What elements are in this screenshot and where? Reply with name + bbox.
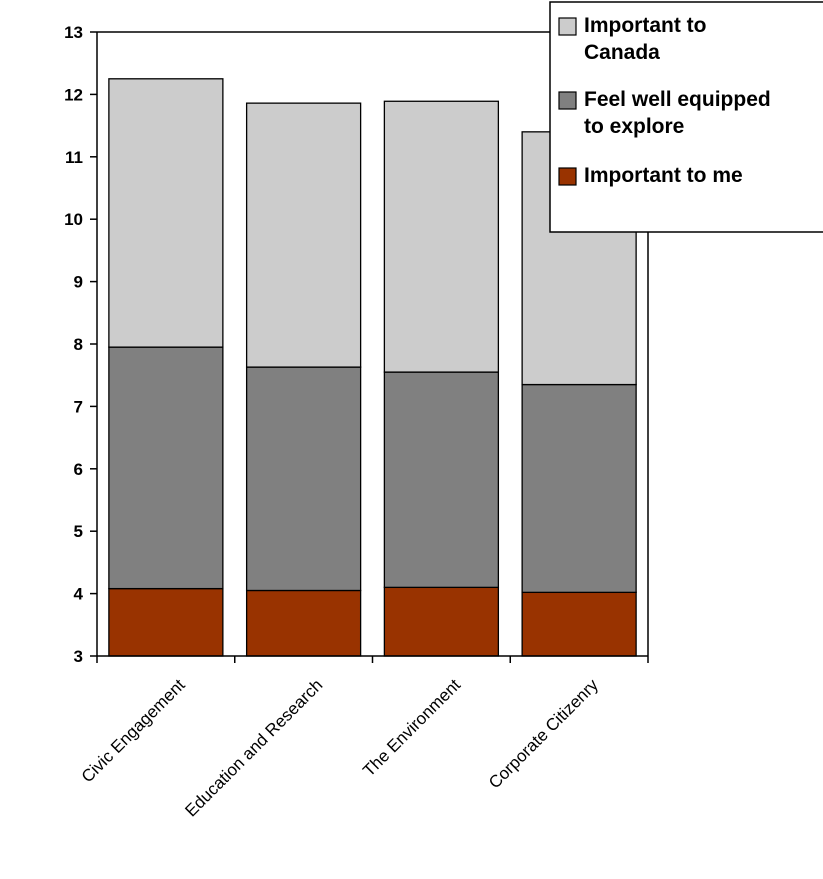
y-tick-label: 8: [74, 335, 83, 354]
bar-education-and-research-feel-well-equipped-to-explore: [245, 366, 362, 592]
bar-the-environment-important-to-me: [383, 586, 500, 657]
bar-civic-engagement-important-to-me: [108, 587, 224, 657]
x-category-label-corporate-citizenry: Corporate Citizenry: [485, 675, 602, 792]
legend-label-important-to-canada: Important to: [584, 14, 706, 37]
legend-label-important-to-me: Important to me: [584, 164, 743, 187]
x-category-label-education-and-research: Education and Research: [181, 675, 326, 820]
x-category-label-civic-engagement: Civic Engagement: [78, 675, 189, 786]
bar-civic-engagement-feel-well-equipped-to-explore: [108, 346, 224, 590]
y-tick-label: 3: [74, 647, 83, 666]
legend-label-important-to-canada: Canada: [584, 41, 660, 64]
legend-label-feel-well-equipped-to-explore: Feel well equipped: [584, 88, 771, 111]
y-tick-label: 4: [74, 585, 84, 604]
legend-label-feel-well-equipped-to-explore: to explore: [584, 115, 684, 138]
legend: Important to Canada Feel well equipped to e…: [549, 1, 823, 233]
x-category-label-the-environment: The Environment: [359, 675, 464, 780]
legend-box: [549, 1, 823, 233]
y-tick-label: 7: [74, 397, 83, 416]
bar-education-and-research-important-to-canada: [245, 102, 362, 368]
bar-the-environment-feel-well-equipped-to-explore: [383, 371, 500, 589]
bar-the-environment-important-to-canada: [383, 100, 500, 373]
y-tick-label: 11: [65, 148, 83, 167]
bar-corporate-citizenry-important-to-me: [521, 591, 637, 657]
bar-civic-engagement-important-to-canada: [108, 78, 224, 348]
bars-layer: [108, 78, 637, 657]
y-tick-label: 5: [74, 522, 83, 541]
y-tick-label: 9: [74, 273, 83, 292]
y-ticks-layer: 3 4 5 6 7 8 9 10 11 12 13: [64, 23, 97, 666]
legend-swatch-important-to-canada: [558, 17, 577, 36]
y-tick-label: 12: [64, 85, 83, 104]
bar-education-and-research-important-to-me: [245, 589, 362, 657]
y-tick-label: 6: [74, 460, 83, 479]
y-tick-label: 10: [64, 210, 83, 229]
y-tick-label: 13: [64, 23, 83, 42]
legend-swatch-important-to-me: [558, 167, 577, 186]
bar-corporate-citizenry-feel-well-equipped-to-explore: [521, 383, 637, 594]
legend-swatch-feel-well-equipped-to-explore: [558, 91, 577, 110]
